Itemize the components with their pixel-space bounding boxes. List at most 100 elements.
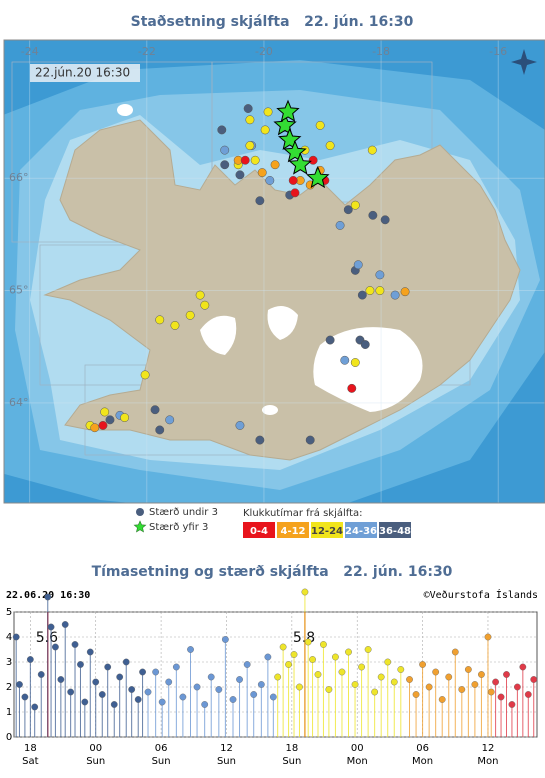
legend-dot [136, 508, 144, 516]
age-label: 0-4 [250, 526, 268, 537]
quake [245, 115, 255, 125]
quake-point [371, 688, 379, 696]
quake-point [257, 681, 265, 688]
quake-point [458, 686, 466, 693]
quake-point [236, 676, 243, 683]
quake-point [279, 643, 287, 651]
quake-point [179, 693, 187, 701]
quake [240, 155, 250, 165]
quake [375, 286, 385, 296]
quake-point [264, 653, 272, 661]
quake-point [92, 678, 100, 686]
quake-point [61, 621, 69, 628]
lon-label: -22 [138, 45, 156, 58]
compass[interactable] [511, 49, 537, 75]
x-tick-label: 06 [155, 743, 168, 754]
quake-point [158, 698, 166, 706]
quake-point [37, 671, 45, 678]
quake-point [98, 691, 106, 698]
quake [185, 310, 195, 320]
quake-large [276, 99, 300, 122]
quake-point [519, 663, 527, 671]
quake-point [478, 671, 485, 678]
quake-point [31, 703, 39, 711]
quake [357, 290, 367, 300]
x-tick-day: Sun [217, 756, 236, 767]
age-label: 24-36 [345, 526, 377, 537]
quake-point [309, 656, 316, 663]
y-tick-label: 3 [6, 657, 12, 668]
quake-point [144, 688, 152, 696]
quake-point [250, 691, 258, 698]
map-stamp: 22.jún.20 16:30 [35, 66, 130, 80]
quake [100, 407, 110, 417]
x-tick-label: 06 [416, 743, 429, 754]
age-label: 4-12 [280, 526, 305, 537]
map-marks: -24 -22 -20 -18 -16 66° 65° 64° [4, 40, 545, 503]
x-tick-day: Mon [347, 756, 368, 767]
quake-point [412, 691, 420, 698]
legend-label: Stærð undir 3 [149, 507, 218, 518]
quake [200, 300, 210, 310]
quake-point [152, 668, 160, 676]
quake-point [201, 701, 209, 708]
quake-point [139, 668, 146, 676]
quake-point [16, 681, 23, 688]
lat-label: 64° [9, 396, 29, 409]
y-tick-label: 2 [6, 682, 12, 693]
quake [263, 107, 273, 117]
quake-point [86, 648, 94, 656]
age-label: 12-24 [311, 526, 343, 537]
x-tick-day: Sat [22, 756, 38, 767]
annotation-label: 5.6 [36, 630, 58, 646]
quake [255, 196, 265, 206]
quake-point [425, 683, 433, 691]
age-title: Klukkutímar frá skjálfta: [243, 507, 363, 519]
x-tick-day: Mon [412, 756, 433, 767]
map-frame [3, 39, 545, 504]
quake-point [296, 683, 303, 691]
quake [245, 141, 255, 151]
quake [165, 415, 175, 425]
quake-point [358, 663, 365, 671]
quake-point [390, 678, 398, 686]
quake-point [165, 678, 173, 686]
quake [288, 176, 298, 185]
quake-point [438, 696, 446, 703]
quake [270, 160, 280, 170]
age-box [243, 522, 275, 538]
quake-point [524, 691, 532, 698]
quake-point [285, 661, 292, 668]
glaciers [117, 104, 423, 415]
map: -24 -22 -20 -18 -16 66° 65° 64° 22.jún.20 16:30 [4, 40, 545, 503]
quake-point [221, 636, 229, 643]
lon-label: -16 [489, 45, 507, 58]
quake [105, 415, 115, 425]
x-tick-day: Sun [86, 756, 105, 767]
quake-point [492, 678, 499, 686]
quake-point [52, 643, 59, 651]
quake-point [207, 673, 215, 681]
quake [155, 315, 165, 325]
quake-point [314, 671, 322, 678]
quake [90, 423, 100, 433]
quake-point [487, 688, 495, 696]
y-tick-label: 5 [6, 607, 12, 618]
quake-point [406, 676, 413, 683]
quake [290, 188, 300, 198]
quake-point [364, 646, 372, 653]
chart-title: Tímasetning og stærð skjálfta 22. jún. 1… [92, 564, 453, 580]
quake-point [397, 666, 405, 673]
quake [243, 104, 253, 114]
quake-point [229, 696, 237, 703]
y-tick-label: 1 [6, 707, 12, 718]
age-box [277, 522, 309, 538]
quake-point [116, 673, 124, 681]
quake-point [71, 641, 79, 648]
age-box [379, 522, 411, 538]
legend-label: Stærð yfir 3 [149, 522, 208, 533]
quake [365, 286, 375, 296]
quake-point [351, 681, 359, 688]
quake [308, 155, 318, 165]
